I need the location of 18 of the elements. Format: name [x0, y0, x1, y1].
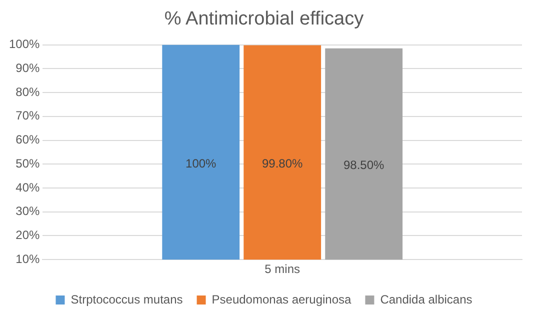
y-tick-label: 20%	[16, 228, 40, 242]
data-label: 99.80%	[262, 156, 304, 171]
y-tick-label: 70%	[16, 108, 40, 123]
y-tick-label: 100%	[8, 37, 40, 52]
y-tick-label: 50%	[16, 156, 40, 170]
chart-title: % Antimicrobial efficacy	[164, 8, 364, 30]
data-label: 98.50%	[343, 158, 385, 172]
y-tick-label: 60%	[16, 132, 40, 147]
y-tick-label: 40%	[16, 180, 40, 194]
y-tick-label: 10%	[16, 252, 40, 266]
y-tick-label: 30%	[16, 204, 40, 218]
legend-label: Candida albicans	[380, 292, 472, 306]
y-tick-label: 80%	[16, 84, 40, 99]
x-tick-label: 5 mins	[264, 262, 300, 276]
data-label: 100%	[186, 156, 217, 170]
legend-label: Strptococcus mutans	[70, 292, 183, 306]
y-tick-label: 90%	[16, 60, 40, 75]
legend-label: Pseudomonas aeruginosa	[212, 292, 352, 306]
